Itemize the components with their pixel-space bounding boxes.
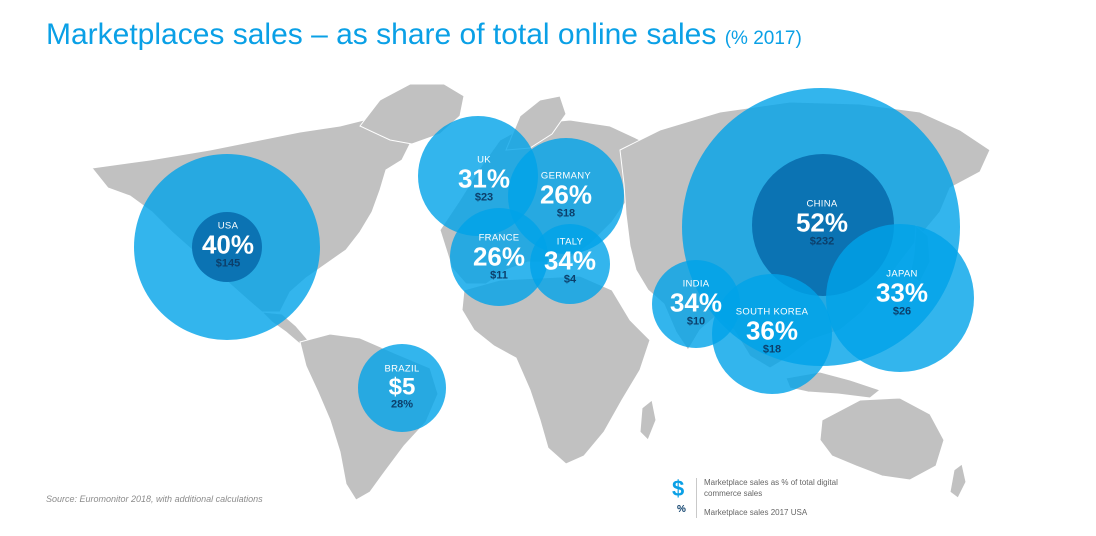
china-label: CHINA 52% $232: [795, 198, 849, 249]
country-share: 26%: [539, 179, 593, 210]
india-bubble: [652, 260, 740, 348]
india-label: INDIA 34% $10: [669, 278, 723, 329]
new-zealand-landmass: [949, 463, 967, 499]
country-sales: $11: [490, 269, 508, 282]
country-sales: $145: [215, 257, 241, 270]
dollar-icon: $: [672, 476, 685, 501]
country-share: 34%: [543, 245, 597, 276]
country-share: 33%: [875, 277, 929, 308]
country-share: 31%: [457, 163, 511, 194]
country-name: FRANCE: [478, 232, 520, 244]
country-name: BRAZIL: [384, 363, 420, 375]
usa-label: USA 40% $145: [201, 220, 255, 271]
france-label: FRANCE 26% $11: [472, 232, 526, 283]
country-sales: $26: [892, 305, 912, 318]
country-sales: $18: [762, 343, 782, 356]
country-sales: $4: [563, 273, 577, 286]
country-name: USA: [217, 220, 239, 232]
greenland-landmass: [359, 83, 465, 145]
country-share: 36%: [745, 315, 799, 346]
legend-pct-text: Marketplace sales 2017 USA: [704, 508, 808, 517]
italy-bubble: [530, 224, 610, 304]
japan-bubble: [826, 224, 974, 372]
country-share: 52%: [795, 207, 849, 238]
brazil-bubble: [358, 344, 446, 432]
country-sales: $10: [686, 315, 706, 328]
italy-label: ITALY 34% $4: [543, 236, 597, 287]
country-share: 34%: [669, 287, 723, 318]
legend: $ % Marketplace sales as % of total digi…: [672, 474, 872, 520]
country-sales: $23: [474, 191, 494, 204]
country-name: ITALY: [556, 236, 584, 248]
brazil-label: BRAZIL $5 28%: [384, 363, 420, 412]
source-note: Source: Euromonitor 2018, with additiona…: [46, 494, 263, 504]
country-share: 28%: [390, 398, 414, 411]
germany-label: GERMANY 26% $18: [539, 170, 593, 221]
country-name: JAPAN: [886, 268, 918, 280]
australia-landmass: [819, 397, 945, 481]
country-name: INDIA: [682, 278, 710, 290]
country-name: SOUTH KOREA: [735, 306, 809, 318]
legend-dollar-text: Marketplace sales as % of total digital …: [704, 478, 838, 498]
legend-divider: [696, 478, 697, 518]
country-name: GERMANY: [540, 170, 592, 182]
south-korea-label: SOUTH KOREA 36% $18: [735, 306, 809, 357]
country-sales: $5: [388, 373, 416, 401]
madagascar-landmass: [639, 399, 657, 441]
japan-label: JAPAN 33% $26: [875, 268, 929, 319]
percent-icon: %: [677, 504, 686, 515]
country-share: 26%: [472, 241, 526, 272]
country-share: 40%: [201, 229, 255, 260]
usa-inner-circle: [192, 212, 262, 282]
country-name: CHINA: [806, 198, 838, 210]
title-sub: (% 2017): [724, 28, 802, 49]
country-name: UK: [477, 154, 491, 166]
page-title: Marketplaces sales – as share of total o…: [46, 18, 802, 52]
uk-label: UK 31% $23: [457, 154, 511, 205]
country-sales: $18: [556, 207, 576, 220]
country-sales: $232: [809, 235, 835, 248]
title-main: Marketplaces sales – as share of total o…: [46, 18, 717, 51]
